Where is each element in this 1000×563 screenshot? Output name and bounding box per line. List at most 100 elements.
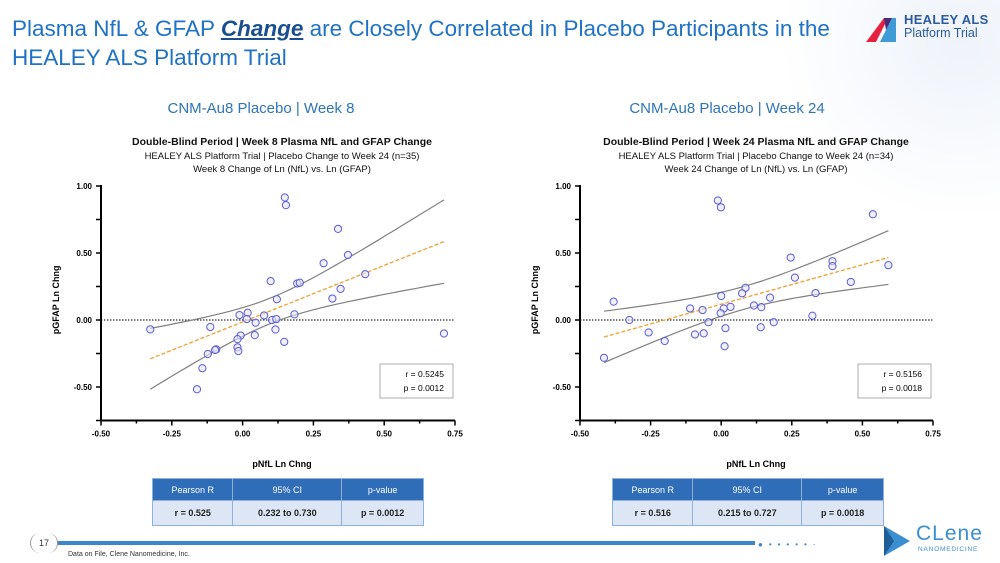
data-point bbox=[756, 323, 765, 332]
data-point bbox=[720, 342, 729, 351]
ci-lower-curve bbox=[603, 283, 889, 364]
clene-logo: CLene NANOMEDICINE bbox=[880, 522, 995, 558]
data-point bbox=[790, 273, 800, 282]
y-axis-title: pGFAP Ln Chng bbox=[51, 265, 61, 334]
data-point bbox=[328, 294, 337, 303]
data-point bbox=[884, 261, 893, 270]
clene-sub: NANOMEDICINE bbox=[918, 546, 979, 553]
data-point bbox=[599, 353, 609, 362]
data-point bbox=[233, 335, 242, 344]
x-tick-label: 0.75 bbox=[925, 430, 941, 439]
data-point bbox=[295, 278, 304, 287]
data-point bbox=[786, 253, 795, 262]
data-point bbox=[361, 270, 370, 279]
data-point bbox=[272, 314, 281, 324]
data-point bbox=[726, 302, 735, 311]
x-tick-label: -0.25 bbox=[641, 430, 660, 439]
data-point bbox=[146, 325, 155, 334]
y-tick-label: -0.50 bbox=[74, 383, 93, 392]
regression-line bbox=[603, 256, 889, 338]
data-point bbox=[333, 224, 343, 233]
data-point bbox=[271, 325, 280, 334]
x-tick-label: 0.75 bbox=[447, 430, 463, 439]
col-header: 95% CI bbox=[692, 478, 803, 501]
col-header: Pearson R bbox=[611, 478, 694, 501]
ci-upper-curve bbox=[603, 230, 889, 312]
y-tick-label: 0.00 bbox=[76, 316, 92, 325]
data-point bbox=[211, 345, 220, 355]
data-point bbox=[439, 329, 449, 338]
x-axis-title: pNfL Ln Chng bbox=[252, 459, 311, 469]
data-point bbox=[765, 293, 775, 302]
data-point bbox=[250, 331, 259, 340]
data-point bbox=[828, 262, 837, 271]
data-point bbox=[336, 284, 345, 294]
slide-title: Plasma NfL & GFAP Change are Closely Cor… bbox=[12, 14, 852, 72]
stat-p: p = 0.0018 bbox=[882, 383, 923, 393]
data-point bbox=[660, 336, 669, 346]
cell: r = 0.516 bbox=[611, 500, 694, 526]
title-emphasis: Change bbox=[220, 16, 304, 41]
data-point bbox=[242, 314, 251, 324]
footer-bar bbox=[40, 541, 755, 545]
cell: p = 0.0018 bbox=[801, 500, 884, 526]
clene-logo-icon bbox=[884, 526, 910, 556]
panel-subtitle-week8: CNM-Au8 Placebo | Week 8 bbox=[167, 100, 355, 117]
data-point bbox=[251, 318, 260, 327]
y-axis-title: pGFAP Ln Chng bbox=[530, 265, 540, 334]
data-point bbox=[290, 310, 299, 319]
title-text: Plasma NfL & GFAP bbox=[12, 16, 221, 41]
stat-r: r = 0.5245 bbox=[405, 369, 444, 379]
data-point bbox=[203, 349, 212, 359]
data-point bbox=[234, 346, 243, 356]
chart-subtitle: Week 8 Change of Ln (NfL) vs. Ln (GFAP) bbox=[193, 164, 371, 175]
y-tick-label: 0.50 bbox=[76, 249, 92, 258]
col-header: Pearson R bbox=[151, 478, 234, 501]
x-tick-label: 0.50 bbox=[376, 430, 392, 439]
data-point bbox=[198, 364, 207, 373]
data-point bbox=[280, 337, 289, 346]
y-tick-label: 1.00 bbox=[76, 182, 92, 191]
data-point bbox=[192, 385, 202, 394]
data-point bbox=[716, 203, 726, 212]
footer-dots: ●•••••· bbox=[758, 540, 822, 549]
data-point bbox=[319, 259, 328, 268]
chart-title: Double-Blind Period | Week 24 Plasma NfL… bbox=[603, 136, 909, 148]
cell: 0.215 to 0.727 bbox=[692, 500, 803, 526]
table-row: r = 0.525 0.232 to 0.730 p = 0.0012 bbox=[151, 500, 424, 526]
data-point bbox=[235, 310, 244, 320]
data-point bbox=[260, 311, 269, 320]
stat-p: p = 0.0012 bbox=[404, 383, 445, 393]
y-tick-label: -0.50 bbox=[553, 383, 572, 392]
data-point bbox=[280, 193, 289, 202]
chart-title: Double-Blind Period | Week 8 Plasma NfL … bbox=[132, 136, 432, 148]
x-tick-label: 0.00 bbox=[235, 430, 251, 439]
x-tick-label: 0.00 bbox=[713, 430, 729, 439]
regression-line bbox=[150, 240, 445, 360]
healey-als-logo: HEALEY ALS Platform Trial bbox=[866, 12, 996, 42]
x-tick-label: 0.50 bbox=[855, 430, 871, 439]
data-point bbox=[698, 305, 707, 315]
data-point bbox=[343, 250, 353, 260]
data-point bbox=[713, 196, 722, 205]
logo-line2: Platform Trial bbox=[904, 26, 978, 40]
data-point bbox=[811, 288, 820, 298]
data-point bbox=[206, 322, 215, 332]
y-tick-label: 0.00 bbox=[555, 316, 571, 325]
x-tick-label: 0.25 bbox=[784, 430, 800, 439]
data-point bbox=[749, 301, 759, 310]
col-header: p-value bbox=[801, 478, 884, 501]
data-point bbox=[717, 291, 726, 301]
cell: p = 0.0012 bbox=[341, 500, 424, 526]
data-point bbox=[690, 330, 700, 339]
x-tick-label: 0.25 bbox=[306, 430, 322, 439]
page-number: 17 bbox=[30, 533, 58, 553]
cell: r = 0.525 bbox=[151, 500, 234, 526]
y-tick-label: 0.50 bbox=[555, 249, 571, 258]
stat-box bbox=[379, 363, 454, 399]
data-point bbox=[272, 295, 281, 304]
stats-table-week8: Pearson R 95% CI p-value r = 0.525 0.232 to… bbox=[151, 478, 424, 526]
x-tick-label: -0.25 bbox=[163, 430, 182, 439]
